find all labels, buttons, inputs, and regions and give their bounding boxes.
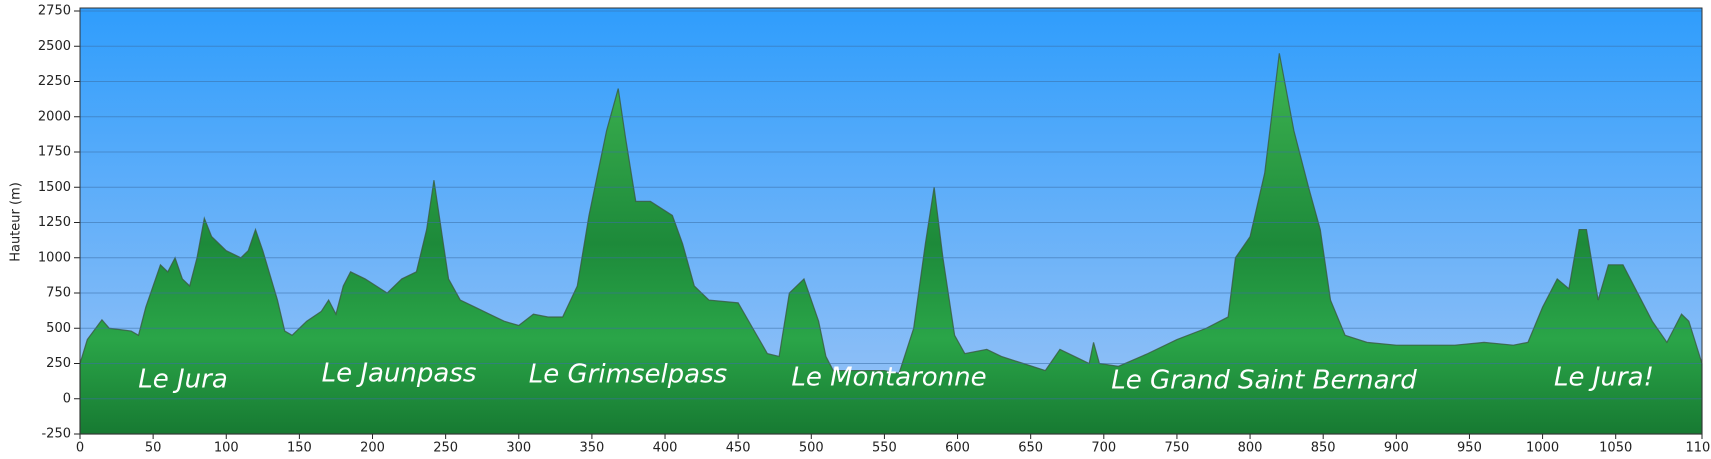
x-tick-label: 150 [287, 441, 312, 456]
x-tick-label: 650 [1018, 441, 1043, 456]
annotation: Le Jura! [1554, 363, 1654, 393]
y-tick-label: 2000 [38, 109, 71, 124]
annotation: Le Grimselpass [529, 360, 727, 390]
elevation-area [79, 53, 1703, 435]
x-tick-label: 1109 [1685, 441, 1711, 456]
annotation: Le Jura [138, 365, 228, 395]
x-tick-label: 0 [76, 441, 84, 456]
x-tick-label: 1000 [1526, 441, 1559, 456]
x-tick-label: 600 [945, 441, 970, 456]
y-tick-label: 1250 [38, 215, 71, 230]
x-tick-label: 300 [506, 441, 531, 456]
x-tick-label: 250 [433, 441, 458, 456]
x-tick-label: 900 [1384, 441, 1409, 456]
x-tick-label: 950 [1457, 441, 1482, 456]
x-tick-label: 200 [360, 441, 385, 456]
x-tick-label: 1050 [1599, 441, 1632, 456]
x-tick-label: 800 [1238, 441, 1263, 456]
y-tick-label: 2250 [38, 74, 71, 89]
x-tick-label: 100 [214, 441, 239, 456]
x-tick-label: 750 [1165, 441, 1190, 456]
annotation: Le Montaronne [791, 363, 986, 393]
x-tick-label: 400 [653, 441, 678, 456]
x-tick-label: 500 [799, 441, 824, 456]
plot-frame [79, 7, 1703, 435]
y-tick-label: 0 [63, 391, 71, 406]
y-tick-label: 1750 [38, 145, 71, 160]
x-tick-label: 450 [726, 441, 751, 456]
x-tick-label: 850 [1311, 441, 1336, 456]
y-tick-label: 2500 [38, 39, 71, 54]
y-tick-label: 1500 [38, 180, 71, 195]
y-tick-label: 500 [46, 321, 71, 336]
x-tick-label: 700 [1091, 441, 1116, 456]
annotation: Le Jaunpass [322, 359, 477, 389]
x-tick-label: 550 [872, 441, 897, 456]
x-tick-label: 350 [579, 441, 604, 456]
annotation: Le Grand Saint Bernard [1111, 366, 1417, 396]
x-tick-label: 50 [145, 441, 162, 456]
y-tick-label: -250 [41, 427, 71, 442]
y-tick-label: 1000 [38, 250, 71, 265]
y-tick-label: 750 [46, 286, 71, 301]
y-tick-label: 250 [46, 356, 71, 371]
y-axis-label: Hauteur (m) [9, 182, 24, 262]
y-tick-label: 2750 [38, 4, 71, 19]
